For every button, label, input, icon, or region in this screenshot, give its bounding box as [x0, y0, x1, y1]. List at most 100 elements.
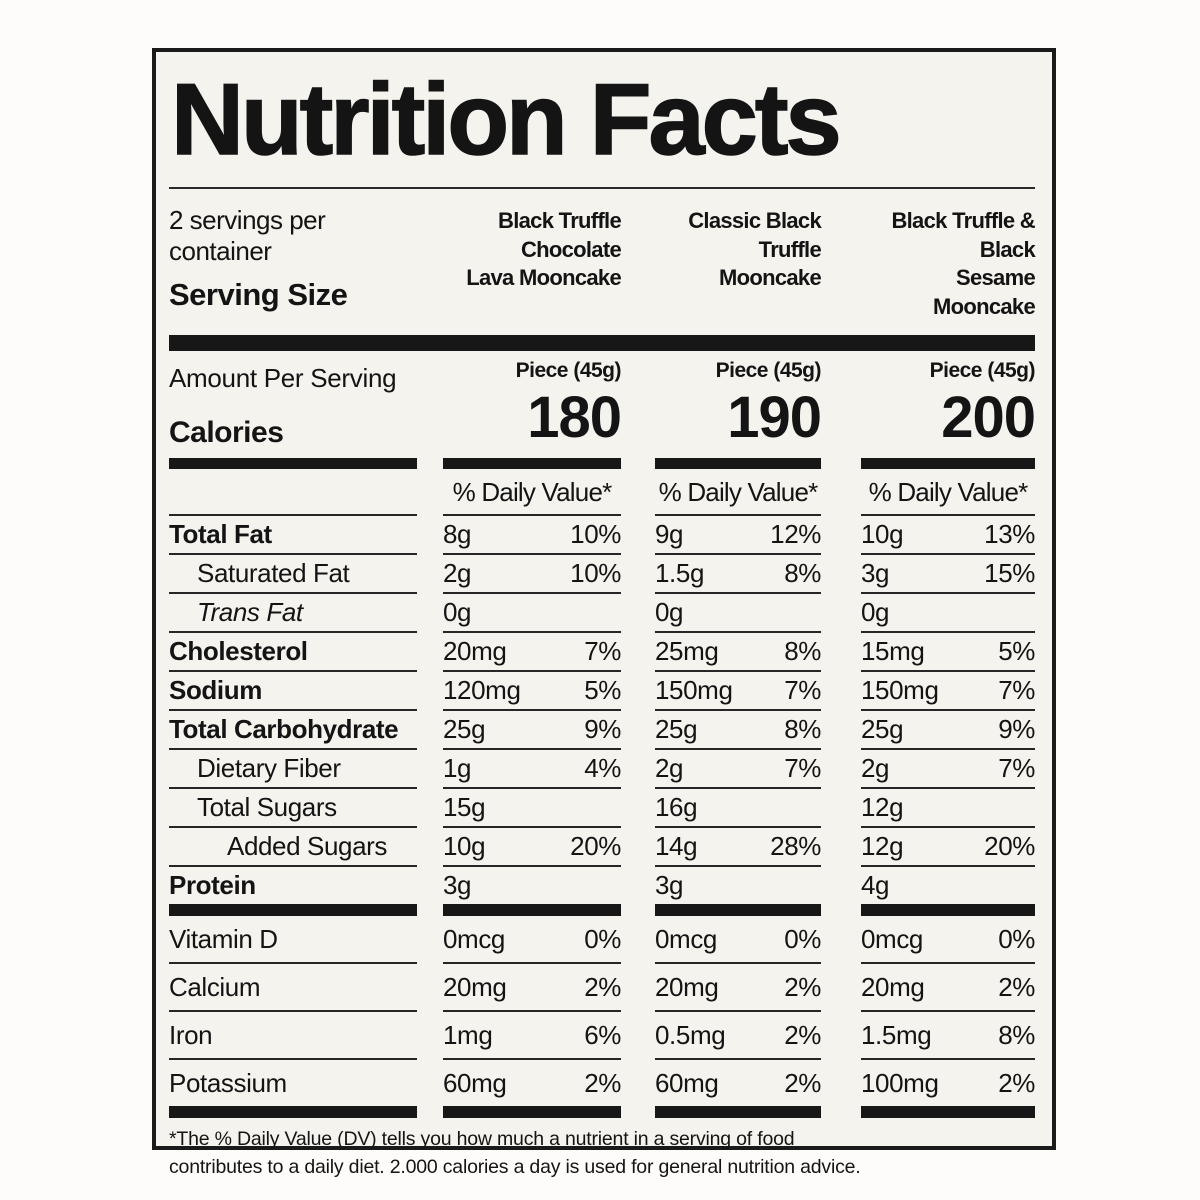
daily-value: 9%: [998, 714, 1035, 745]
amount: 12g: [861, 831, 904, 862]
divider-bar: [443, 1106, 621, 1119]
nutrient-value: 1.5g 8%: [655, 553, 821, 592]
nutrient-label: Added Sugars: [169, 826, 417, 865]
amount: 3g: [861, 558, 890, 589]
daily-value: 8%: [998, 1020, 1035, 1051]
table-row-saturated-fat: Saturated Fat 2g 10% 1.5g 8% 3g 15%: [169, 553, 1035, 592]
daily-value: 20%: [570, 831, 621, 862]
amount: 8g: [443, 519, 472, 550]
serving-size-value-1: Piece (45g): [515, 359, 622, 383]
daily-value: 8%: [784, 714, 821, 745]
amount: 60mg: [655, 1068, 719, 1099]
table-row-total-carbohydrate: Total Carbohydrate 25g 9% 25g 8% 25g 9%: [169, 709, 1035, 748]
amount: 1g: [443, 753, 472, 784]
daily-value: 7%: [998, 753, 1035, 784]
nutrient-value: 25g 9%: [861, 709, 1035, 748]
product-3-line2: Sesame Mooncake: [933, 265, 1036, 319]
footnote-line2: contributes to a daily diet. 2.000 calor…: [169, 1156, 861, 1179]
daily-value: 20%: [984, 831, 1035, 862]
daily-value: 10%: [570, 558, 621, 589]
daily-value: 0%: [584, 924, 621, 955]
nutrient-value: 10g 20%: [443, 826, 621, 865]
amount: 0mcg: [655, 924, 717, 955]
daily-value-header-row: % Daily Value* % Daily Value* % Daily Va…: [169, 469, 1035, 514]
amount: 3g: [443, 870, 472, 901]
nutrient-label: Dietary Fiber: [169, 748, 417, 787]
divider-bar: [655, 458, 821, 470]
nutrient-value: 60mg 2%: [443, 1058, 621, 1106]
divider-bar: [443, 458, 621, 470]
amount: 100mg: [861, 1068, 939, 1099]
product-1-line2: Lava Mooncake: [466, 265, 621, 291]
nutrient-value: 3g: [443, 865, 621, 904]
daily-value: 7%: [784, 753, 821, 784]
nutrient-label: Protein: [169, 865, 417, 904]
amount: 16g: [655, 792, 698, 823]
amount: 9g: [655, 519, 684, 550]
table-row-sodium: Sodium 120mg 5% 150mg 7% 150mg 7%: [169, 670, 1035, 709]
amount: 12g: [861, 792, 904, 823]
daily-value: 8%: [784, 636, 821, 667]
calories-col-2: Piece (45g) 190: [655, 359, 822, 451]
divider-bar: [169, 1106, 417, 1119]
table-row-potassium: Potassium 60mg 2% 60mg 2% 100mg 2%: [169, 1058, 1035, 1106]
nutrient-value: 100mg 2%: [861, 1058, 1035, 1106]
calories-value-2: 190: [727, 385, 822, 451]
calories-col-1: Piece (45g) 180: [443, 359, 622, 451]
table-row-iron: Iron 1mg 6% 0.5mg 2% 1.5mg 8%: [169, 1010, 1035, 1058]
amount: 20mg: [861, 972, 925, 1003]
daily-value: 15%: [984, 558, 1035, 589]
calories-label: Calories: [169, 416, 284, 450]
footnote-line1: *The % Daily Value (DV) tells you how mu…: [169, 1128, 795, 1151]
product-2-line1: Classic Black Truffle: [688, 208, 821, 262]
amount: 120mg: [443, 675, 521, 706]
amount: 25mg: [655, 636, 719, 667]
daily-value: 8%: [784, 558, 821, 589]
amount: 15mg: [861, 636, 925, 667]
amount: 150mg: [655, 675, 733, 706]
daily-value: 7%: [584, 636, 621, 667]
daily-value: 2%: [784, 1020, 821, 1051]
nutrient-value: 25g 8%: [655, 709, 821, 748]
nutrient-label: Potassium: [169, 1058, 417, 1106]
serving-info: 2 servings per container Serving Size: [169, 205, 417, 321]
nutrient-value: 15g: [443, 787, 621, 826]
divider-bar: [655, 904, 821, 917]
amount: 2g: [861, 753, 890, 784]
amount: 2g: [655, 753, 684, 784]
nutrient-label: Saturated Fat: [169, 553, 417, 592]
product-name-1: Black Truffle Chocolate Lava Mooncake: [443, 205, 621, 321]
daily-value: 4%: [584, 753, 621, 784]
product-1-line1: Black Truffle Chocolate: [498, 208, 622, 262]
nutrient-value: 120mg 5%: [443, 670, 621, 709]
table-row-added-sugars: Added Sugars 10g 20% 14g 28% 12g 20%: [169, 826, 1035, 865]
amount: 150mg: [861, 675, 939, 706]
nutrient-value: 0mcg 0%: [655, 916, 821, 962]
table-row-vitamin-d: Vitamin D 0mcg 0% 0mcg 0% 0mcg 0%: [169, 916, 1035, 962]
table-row-cholesterol: Cholesterol 20mg 7% 25mg 8% 15mg 5%: [169, 631, 1035, 670]
nutrition-facts-label: Nutrition Facts 2 servings per container…: [152, 48, 1056, 1178]
amount: 60mg: [443, 1068, 507, 1099]
nutrient-value: 1mg 6%: [443, 1010, 621, 1058]
calories-divider-bars: [169, 458, 1035, 470]
daily-value: 5%: [998, 636, 1035, 667]
daily-value: 2%: [584, 1068, 621, 1099]
nutrient-label: Total Sugars: [169, 787, 417, 826]
daily-value: 7%: [998, 675, 1035, 706]
amount: 20mg: [443, 636, 507, 667]
daily-value: 13%: [984, 519, 1035, 550]
nutrient-label: Total Carbohydrate: [169, 709, 417, 748]
calories-value-1: 180: [527, 385, 622, 451]
daily-value: 6%: [584, 1020, 621, 1051]
daily-value: 5%: [584, 675, 621, 706]
nutrient-label: Calcium: [169, 962, 417, 1010]
amount: 20mg: [655, 972, 719, 1003]
nutrient-value: 16g: [655, 787, 821, 826]
amount: 10g: [443, 831, 486, 862]
nutrient-value: 2g 7%: [655, 748, 821, 787]
daily-value: 10%: [570, 519, 621, 550]
amount: 1.5g: [655, 558, 705, 589]
section-divider-bar: [169, 335, 1035, 352]
protein-divider-bars: [169, 904, 1035, 917]
amount: 20mg: [443, 972, 507, 1003]
